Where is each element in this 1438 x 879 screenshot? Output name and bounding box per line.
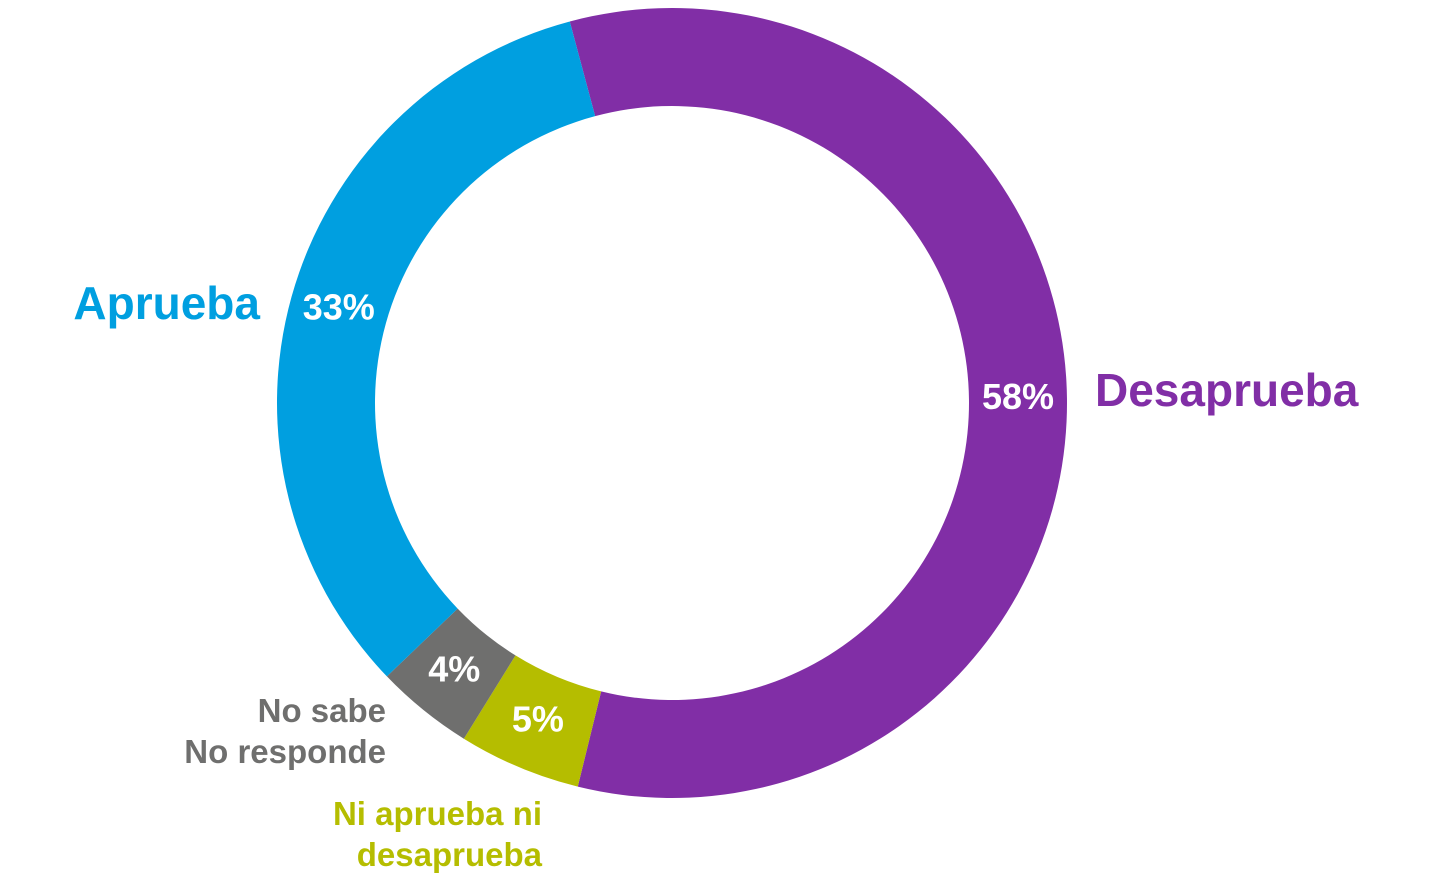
donut-segment (569, 7, 1068, 798)
donut-segment (386, 608, 516, 739)
value-label: 4% (428, 648, 480, 689)
value-label: 33% (303, 286, 375, 327)
value-label: 58% (982, 376, 1054, 417)
donut-segment (463, 655, 602, 787)
category-label: Desaprueba (1095, 364, 1359, 416)
value-label: 5% (512, 698, 564, 739)
category-label: Ni aprueba ni desaprueba (332, 795, 542, 874)
category-label: No sabe No responde (184, 692, 386, 771)
donut-segment (277, 21, 596, 677)
category-label: Aprueba (73, 277, 260, 329)
